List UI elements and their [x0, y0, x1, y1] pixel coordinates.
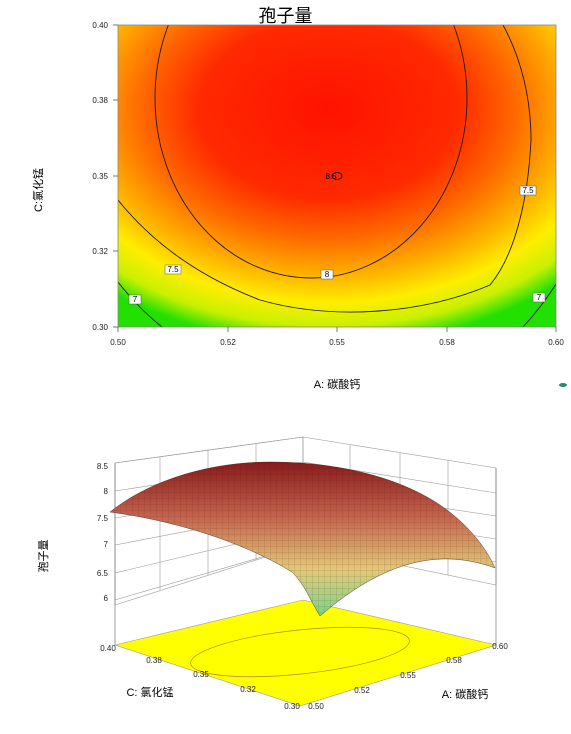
- x-tick-label: 0.58: [439, 338, 455, 347]
- z-tick-label: 6.5: [97, 569, 109, 578]
- contour-label: 8: [325, 270, 330, 279]
- z-tick-label: 7.5: [97, 514, 109, 523]
- contour-label: 8.5: [325, 172, 337, 181]
- y-tick-label: 0.40: [92, 21, 108, 30]
- z-tick-label: 6: [104, 594, 109, 603]
- z-axis-label: 孢子量: [37, 540, 50, 573]
- contour-label: 7: [133, 295, 138, 304]
- a-tick-label: 0.50: [308, 702, 324, 711]
- y-axis-label: C:氯化锰: [31, 168, 45, 212]
- x-tick-label: 0.50: [110, 338, 126, 347]
- contour-labels: 8 8.5 7.5 7.5 7 7: [128, 172, 546, 305]
- a-tick-label: 0.60: [492, 642, 508, 651]
- x-axis-label: A: 碳酸钙: [314, 377, 360, 391]
- a-axis-label: A: 碳酸钙: [442, 687, 488, 701]
- c-tick-label: 0.40: [100, 644, 116, 653]
- c-tick-label: 0.35: [193, 670, 209, 679]
- contour-label: 7.5: [522, 186, 534, 195]
- contour-center: [331, 172, 343, 180]
- heatmap-area: [118, 25, 556, 327]
- y-tick-labels: 0.40 0.38 0.35 0.32 0.30: [92, 21, 108, 332]
- contour-label: 7.5: [167, 265, 179, 274]
- x-tick-label: 0.55: [329, 338, 345, 347]
- c-axis-label: C: 氯化锰: [126, 685, 173, 699]
- chart-title: 孢子量: [258, 6, 313, 26]
- z-tick-label: 7: [104, 540, 109, 549]
- marker-icon: [559, 383, 567, 387]
- contour-8: [154, 25, 468, 279]
- y-tick-label: 0.32: [92, 247, 108, 256]
- contour-7-right: [522, 283, 556, 327]
- x-tick-label: 0.60: [548, 338, 564, 347]
- a-tick-label: 0.55: [400, 671, 416, 680]
- axis-ticks: [113, 24, 557, 332]
- z-tick-labels: 8.5 8 7.5 7 6.5 6: [97, 462, 109, 603]
- contour-label: 7: [537, 293, 542, 302]
- c-tick-label: 0.32: [240, 685, 256, 694]
- c-tick-labels: 0.40 0.38 0.35 0.32 0.30: [100, 644, 300, 711]
- surface-plot: 8.5 8 7.5 7 6.5 6 0.40 0.38 0.35 0.32 0.…: [37, 436, 508, 711]
- x-tick-labels: 0.50 0.52 0.55 0.58 0.60: [110, 338, 564, 347]
- a-tick-label: 0.58: [446, 656, 462, 665]
- c-tick-label: 0.38: [146, 656, 162, 665]
- contour-7-left: [118, 281, 163, 327]
- floor-contour: [190, 626, 410, 678]
- z-tick-label: 8: [104, 487, 109, 496]
- c-tick-label: 0.30: [284, 702, 300, 711]
- y-tick-label: 0.38: [92, 96, 108, 105]
- y-tick-label: 0.30: [92, 323, 108, 332]
- y-tick-label: 0.35: [92, 172, 108, 181]
- a-tick-label: 0.52: [354, 686, 370, 695]
- a-tick-labels: 0.50 0.52 0.55 0.58 0.60: [308, 642, 508, 711]
- contour-lines: [118, 25, 556, 327]
- x-tick-label: 0.52: [220, 338, 236, 347]
- z-tick-label: 8.5: [97, 462, 109, 471]
- contour-7-5: [118, 25, 532, 313]
